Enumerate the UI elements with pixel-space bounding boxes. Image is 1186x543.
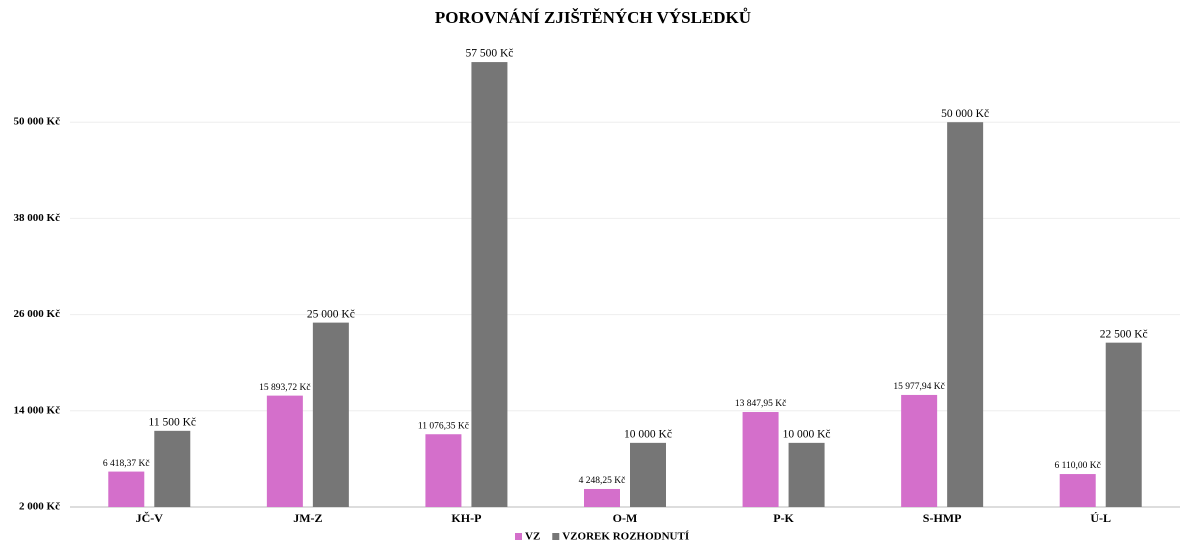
value-label: 22 500 Kč	[1100, 328, 1148, 340]
value-label: 25 000 Kč	[307, 308, 355, 320]
value-label: 6 418,37 Kč	[103, 459, 150, 469]
value-label: 13 847,95 Kč	[735, 399, 786, 409]
x-tick-label: JM-Z	[293, 511, 322, 525]
bar	[947, 122, 984, 507]
legend-label: VZOREK ROZHODNUTÍ	[562, 531, 689, 543]
bar	[901, 394, 938, 507]
x-tick-label: JČ-V	[136, 511, 164, 525]
legend-swatch	[552, 533, 560, 540]
bar	[742, 412, 779, 507]
y-tick-label: 26 000 Kč	[14, 308, 61, 320]
bar	[312, 322, 349, 507]
bar	[154, 430, 191, 507]
value-label: 57 500 Kč	[465, 48, 513, 60]
value-label: 11 500 Kč	[149, 416, 196, 428]
value-label: 4 248,25 Kč	[579, 476, 626, 486]
legend-swatch	[515, 533, 522, 540]
x-tick-label: Ú-L	[1090, 511, 1111, 525]
bar	[788, 442, 825, 507]
value-label: 6 110,00 Kč	[1055, 461, 1101, 471]
value-label: 11 076,35 Kč	[418, 421, 469, 431]
value-label: 50 000 Kč	[941, 108, 989, 120]
x-tick-label: O-M	[613, 511, 638, 525]
x-tick-label: S-HMP	[923, 511, 962, 525]
bar	[108, 471, 145, 507]
y-tick-label: 50 000 Kč	[14, 116, 61, 128]
value-label: 10 000 Kč	[624, 429, 672, 441]
bar	[1105, 342, 1142, 507]
value-label: 10 000 Kč	[783, 429, 831, 441]
y-tick-label: 14 000 Kč	[14, 404, 61, 416]
legend-label: VZ	[525, 531, 540, 543]
bar	[471, 62, 508, 507]
y-tick-label: 38 000 Kč	[14, 212, 61, 224]
bar	[425, 434, 462, 507]
bar	[266, 395, 303, 507]
bar	[584, 488, 620, 507]
bar	[630, 442, 666, 507]
y-tick-label: 2 000 Kč	[19, 501, 60, 513]
x-tick-label: KH-P	[451, 511, 481, 525]
value-label: 15 977,94 Kč	[893, 382, 944, 392]
x-tick-label: P-K	[773, 511, 794, 525]
value-label: 15 893,72 Kč	[259, 383, 310, 393]
bar	[1059, 474, 1096, 507]
chart-title: POROVNÁNÍ ZJIŠTĚNÝCH VÝSLEDKŮ	[435, 8, 751, 27]
